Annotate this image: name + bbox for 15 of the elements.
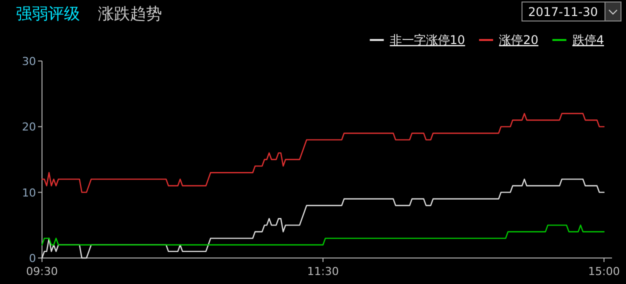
legend-label: 非一字涨停10 bbox=[390, 33, 466, 47]
line-series bbox=[41, 224, 605, 246]
y-tick-label: 20 bbox=[22, 120, 36, 134]
text: 2017-11-30 bbox=[528, 5, 598, 19]
line-series bbox=[41, 112, 605, 193]
legend-label: 跌停4 bbox=[572, 33, 604, 47]
legend-label: 涨停20 bbox=[499, 33, 538, 47]
x-tick-label: 15:00 bbox=[588, 265, 620, 278]
x-tick-label: 11:30 bbox=[307, 265, 339, 278]
y-tick-label: 0 bbox=[29, 252, 36, 265]
y-tick-label: 30 bbox=[22, 55, 36, 68]
x-tick-label: 09:30 bbox=[26, 265, 58, 278]
chart-title: 强弱评级 bbox=[16, 4, 80, 23]
chart-subtitle: 涨跌趋势 bbox=[98, 4, 162, 23]
y-tick-label: 10 bbox=[22, 186, 36, 200]
